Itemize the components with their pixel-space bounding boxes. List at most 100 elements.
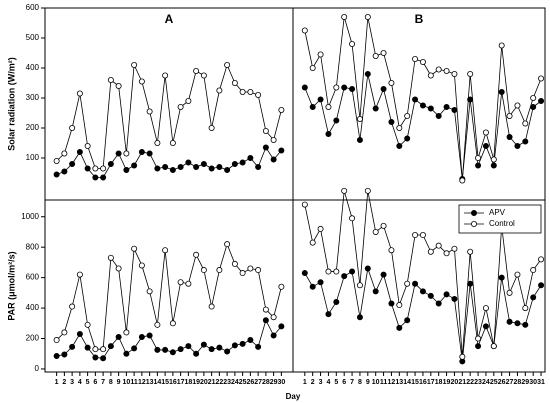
x-tick-label: 31 <box>537 379 545 386</box>
data-point <box>84 321 91 328</box>
data-point <box>115 333 122 340</box>
data-point <box>177 279 184 286</box>
data-point <box>309 283 316 290</box>
x-tick-label: 25 <box>239 379 247 386</box>
x-tick-label: 11 <box>130 379 138 386</box>
x-tick-label: 13 <box>146 379 154 386</box>
data-point <box>419 59 426 66</box>
data-point <box>262 127 269 134</box>
data-point <box>419 102 426 109</box>
x-tick-label: 14 <box>153 379 161 386</box>
data-point <box>69 125 76 132</box>
data-point <box>467 71 474 78</box>
data-point <box>131 345 138 352</box>
x-tick-label: 2 <box>311 379 315 386</box>
data-point <box>239 159 246 166</box>
data-point <box>356 116 363 123</box>
data-point <box>467 96 474 103</box>
data-point <box>349 215 356 222</box>
data-point <box>177 346 184 353</box>
legend-box <box>458 204 542 234</box>
data-point <box>506 318 513 325</box>
data-point <box>349 86 356 93</box>
x-tick-label: 5 <box>334 379 338 386</box>
data-point <box>506 113 513 120</box>
data-point <box>154 139 161 146</box>
data-point <box>301 270 308 277</box>
x-tick-label: 15 <box>411 379 419 386</box>
data-point <box>278 283 285 290</box>
x-tick-label: 5 <box>86 379 90 386</box>
data-point <box>162 72 169 79</box>
data-point <box>427 292 434 299</box>
data-point <box>498 89 505 96</box>
data-point <box>490 343 497 350</box>
data-point <box>514 271 521 278</box>
data-point <box>270 156 277 163</box>
data-point <box>262 317 269 324</box>
data-point <box>364 71 371 78</box>
data-point <box>107 77 114 84</box>
x-tick-label: 30 <box>529 379 537 386</box>
data-point <box>278 147 285 154</box>
data-point <box>412 56 419 63</box>
x-tick-label: 6 <box>342 379 346 386</box>
data-point <box>115 265 122 272</box>
data-point <box>239 270 246 277</box>
data-point <box>396 324 403 331</box>
data-point <box>475 335 482 342</box>
data-point <box>538 256 545 263</box>
data-point <box>459 177 466 184</box>
data-point <box>224 241 231 248</box>
data-point <box>131 62 138 69</box>
x-tick-label: 18 <box>435 379 443 386</box>
data-point <box>498 274 505 281</box>
legend-label: Control <box>489 219 515 228</box>
data-point <box>443 291 450 298</box>
data-point <box>262 306 269 313</box>
data-point <box>333 268 340 275</box>
legend-marker <box>470 209 477 216</box>
data-point <box>301 84 308 91</box>
data-point <box>419 232 426 239</box>
data-point <box>92 346 99 353</box>
x-tick-label: 23 <box>223 379 231 386</box>
data-point <box>317 225 324 232</box>
data-point <box>325 104 332 111</box>
data-point <box>301 27 308 34</box>
data-point <box>146 150 153 157</box>
data-point <box>224 166 231 173</box>
data-point <box>208 303 215 310</box>
data-point <box>522 138 529 145</box>
data-point <box>364 13 371 20</box>
y-tick-label: 300 <box>26 93 40 102</box>
data-point <box>325 311 332 318</box>
y-tick-label: 800 <box>26 242 40 251</box>
data-point <box>341 187 348 194</box>
x-tick-label: 29 <box>521 379 529 386</box>
x-tick-label: 20 <box>200 379 208 386</box>
x-tick-label: 24 <box>231 379 239 386</box>
data-point <box>467 280 474 287</box>
data-point <box>247 337 254 344</box>
data-point <box>506 289 513 296</box>
data-point <box>162 247 169 254</box>
data-point <box>522 120 529 127</box>
data-point <box>443 104 450 111</box>
x-tick-label: 27 <box>254 379 262 386</box>
data-point <box>177 163 184 170</box>
data-point <box>53 157 60 164</box>
x-tick-label: 10 <box>372 379 380 386</box>
data-point <box>419 288 426 295</box>
data-point <box>325 268 332 275</box>
data-point <box>216 344 223 351</box>
x-tick-label: 27 <box>506 379 514 386</box>
data-point <box>185 343 192 350</box>
data-point <box>247 154 254 161</box>
data-point <box>514 320 521 327</box>
data-point <box>498 42 505 49</box>
x-tick-label: 20 <box>451 379 459 386</box>
data-point <box>412 280 419 287</box>
data-point <box>490 162 497 169</box>
